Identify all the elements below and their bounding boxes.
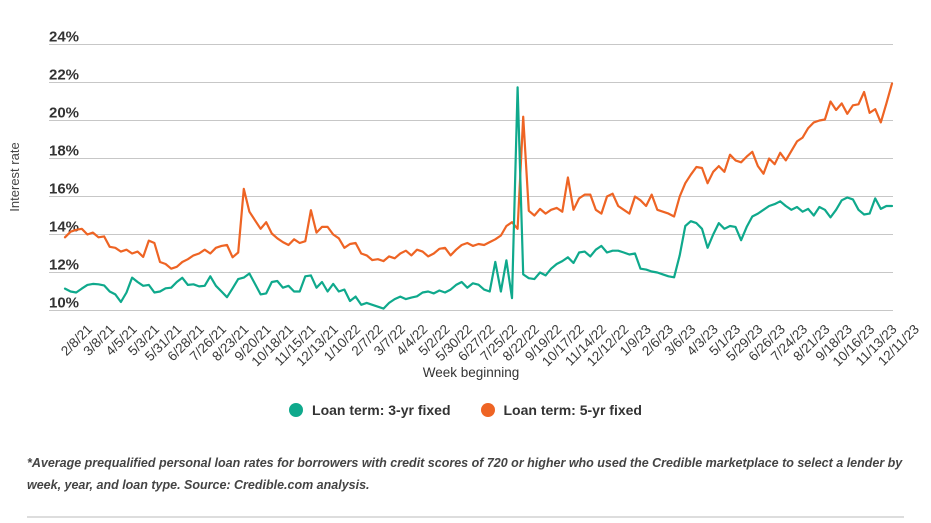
svg-text:18%: 18% bbox=[49, 143, 79, 160]
svg-text:24%: 24% bbox=[49, 29, 79, 46]
legend: Loan term: 3-yr fixed Loan term: 5-yr fi… bbox=[0, 402, 931, 418]
svg-text:20%: 20% bbox=[49, 105, 79, 122]
svg-text:16%: 16% bbox=[49, 181, 79, 198]
svg-text:10%: 10% bbox=[49, 295, 79, 312]
svg-text:22%: 22% bbox=[49, 67, 79, 84]
legend-dot-3yr-icon bbox=[289, 403, 304, 417]
x-axis-title: Week beginning bbox=[422, 365, 520, 380]
rate-line-chart: 24%22%20%18%16%14%12%10%2/8/213/8/214/5/… bbox=[49, 29, 922, 369]
legend-dot-5yr-icon bbox=[480, 403, 495, 417]
legend-item-5yr: Loan term: 5-yr fixed bbox=[480, 402, 642, 418]
y-axis-title: Interest rate bbox=[7, 142, 22, 212]
footnote: *Average prequalified personal loan rate… bbox=[27, 456, 903, 492]
legend-item-3yr: Loan term: 3-yr fixed bbox=[289, 402, 451, 418]
legend-label-5yr: Loan term: 5-yr fixed bbox=[503, 402, 642, 418]
legend-label-3yr: Loan term: 3-yr fixed bbox=[312, 402, 451, 418]
bottom-divider bbox=[27, 516, 904, 518]
svg-text:14%: 14% bbox=[49, 219, 79, 236]
svg-text:12%: 12% bbox=[49, 257, 79, 274]
